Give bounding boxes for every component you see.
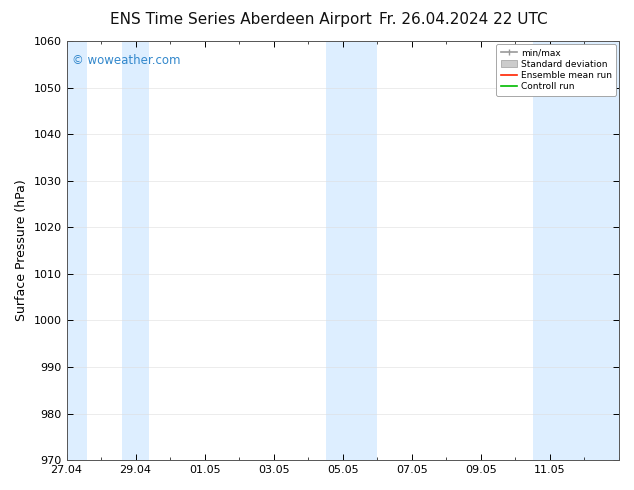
Text: ENS Time Series Aberdeen Airport: ENS Time Series Aberdeen Airport (110, 12, 372, 27)
Bar (122, 41, 150, 460)
Bar (325, 41, 377, 460)
Legend: min/max, Standard deviation, Ensemble mean run, Controll run: min/max, Standard deviation, Ensemble me… (496, 44, 616, 96)
Bar (533, 41, 623, 460)
Y-axis label: Surface Pressure (hPa): Surface Pressure (hPa) (15, 180, 28, 321)
Text: © woweather.com: © woweather.com (72, 53, 181, 67)
Bar (63, 41, 87, 460)
Text: Fr. 26.04.2024 22 UTC: Fr. 26.04.2024 22 UTC (378, 12, 547, 27)
